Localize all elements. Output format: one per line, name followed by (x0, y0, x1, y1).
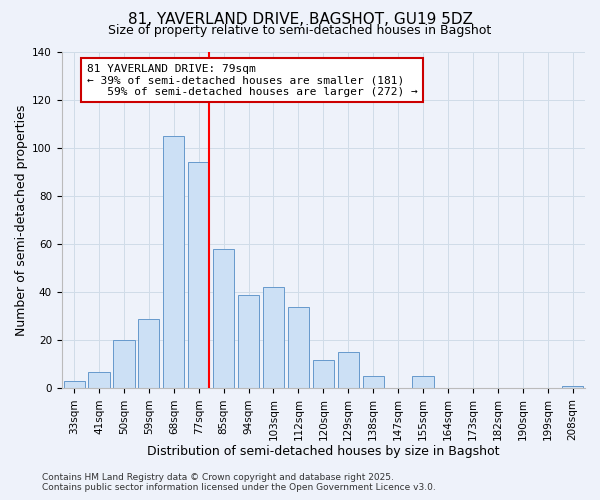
Bar (238, 294, 259, 388)
Bar (263, 288, 284, 388)
X-axis label: Distribution of semi-detached houses by size in Bagshot: Distribution of semi-detached houses by … (147, 444, 500, 458)
Bar (188, 162, 209, 388)
Bar (288, 306, 309, 388)
Bar (338, 352, 359, 388)
Text: Contains HM Land Registry data © Crown copyright and database right 2025.
Contai: Contains HM Land Registry data © Crown c… (42, 473, 436, 492)
Bar (213, 249, 234, 388)
Text: 81, YAVERLAND DRIVE, BAGSHOT, GU19 5DZ: 81, YAVERLAND DRIVE, BAGSHOT, GU19 5DZ (128, 12, 473, 28)
Bar (362, 376, 384, 388)
Bar (88, 372, 110, 388)
Bar (562, 386, 583, 388)
Bar (138, 318, 160, 388)
Y-axis label: Number of semi-detached properties: Number of semi-detached properties (15, 104, 28, 336)
Text: 81 YAVERLAND DRIVE: 79sqm
← 39% of semi-detached houses are smaller (181)
   59%: 81 YAVERLAND DRIVE: 79sqm ← 39% of semi-… (86, 64, 418, 96)
Bar (412, 376, 434, 388)
Text: Size of property relative to semi-detached houses in Bagshot: Size of property relative to semi-detach… (109, 24, 491, 37)
Bar (313, 360, 334, 388)
Bar (163, 136, 184, 388)
Bar (64, 382, 85, 388)
Bar (113, 340, 134, 388)
